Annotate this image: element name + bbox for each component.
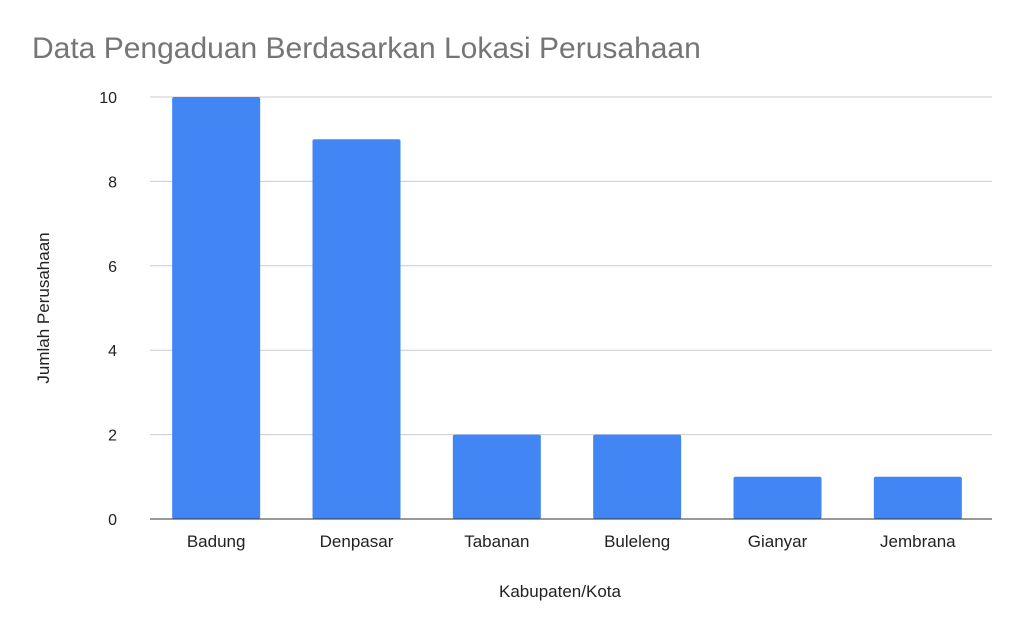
x-axis-title: Kabupaten/Kota [499,582,621,601]
y-tick-label: 0 [108,512,117,529]
x-tick-label: Badung [187,532,246,551]
x-tick-label: Tabanan [464,532,529,551]
y-tick-label: 8 [108,174,117,191]
y-tick-label: 6 [108,259,117,276]
bar-tabanan [452,434,541,519]
chart-title: Data Pengaduan Berdasarkan Lokasi Perusa… [32,32,701,65]
y-axis-ticks: 0 2 4 6 8 10 [99,90,117,529]
x-tick-label: Jembrana [880,532,956,551]
bar-jembrana [873,476,962,519]
bar-badung [172,97,261,519]
x-tick-label: Gianyar [748,532,808,551]
x-tick-label: Denpasar [320,532,394,551]
bar-denpasar [312,139,401,519]
x-axis-ticks: Badung Denpasar Tabanan Buleleng Gianyar Jemb… [187,532,956,551]
y-tick-label: 10 [99,90,117,107]
y-axis-title: Jumlah Perusahaan [34,232,53,383]
bar-buleleng [593,434,682,519]
y-tick-label: 4 [108,343,117,360]
bar-gianyar [733,476,822,519]
y-tick-label: 2 [108,428,117,445]
bars [172,97,962,519]
gridlines [150,96,992,436]
x-tick-label: Buleleng [604,532,670,551]
